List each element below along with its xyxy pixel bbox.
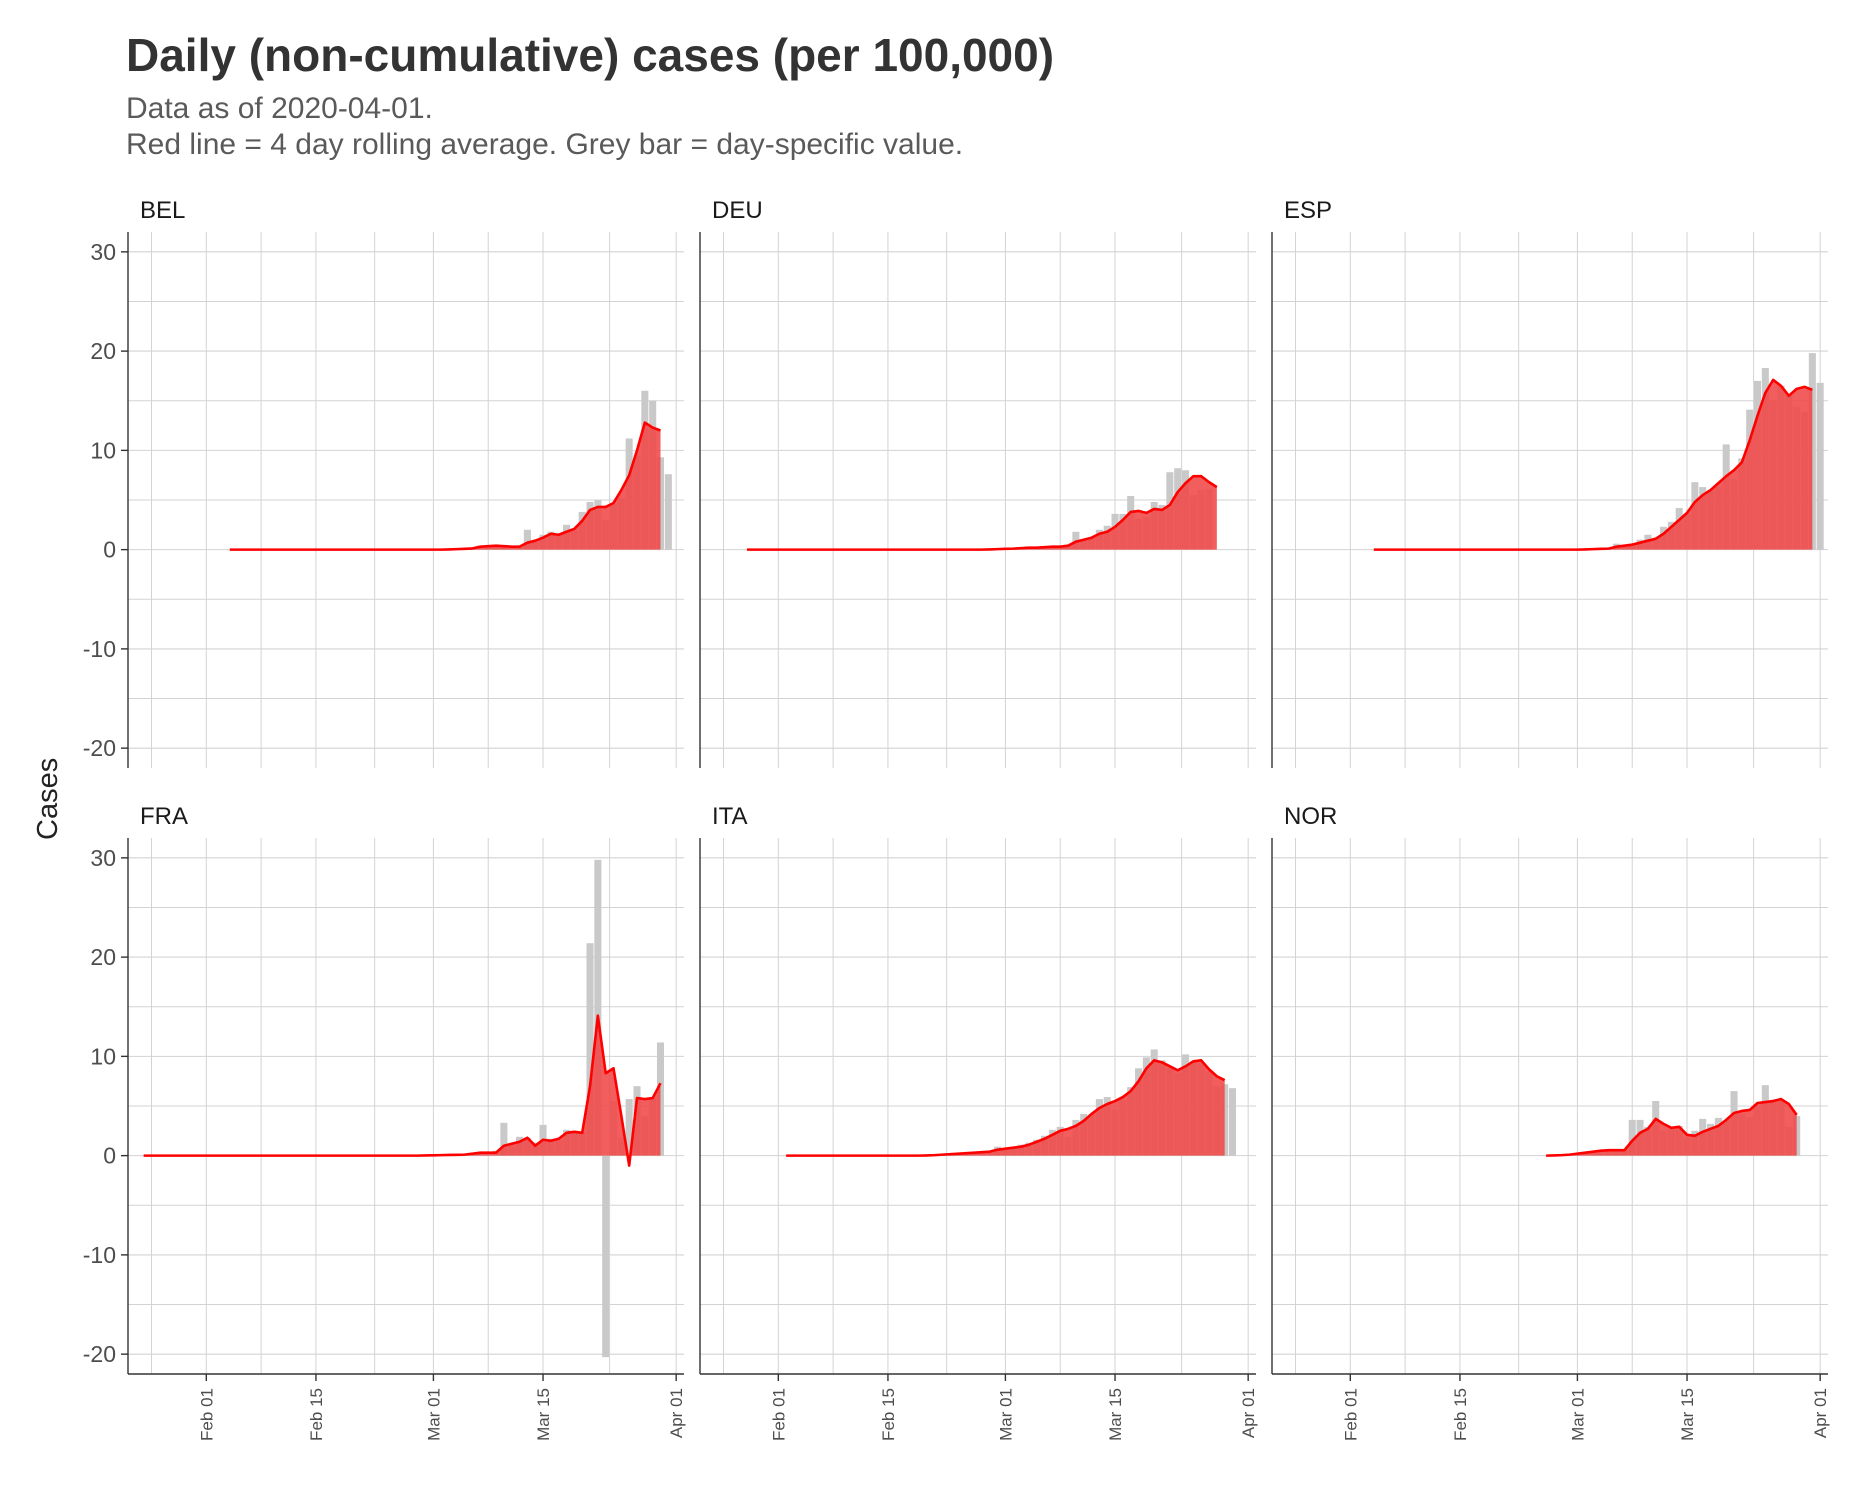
facet-panel-esp: ESP [1271, 197, 1828, 768]
y-tick-label: 10 [90, 1043, 116, 1069]
facet-label: ESP [1284, 197, 1332, 224]
data-bar [594, 859, 602, 1156]
data-bar [1542, 1155, 1550, 1157]
y-tick-label: 20 [90, 338, 116, 364]
y-tick-label: 0 [103, 1143, 116, 1169]
facet-label: ITA [712, 803, 748, 830]
x-tick-label: Apr 01 [1811, 1388, 1830, 1438]
y-tick-label: -10 [83, 636, 116, 662]
rolling-average-area [786, 1060, 1225, 1156]
y-tick-label: 30 [90, 239, 116, 265]
x-tick-label: Feb 01 [1341, 1388, 1360, 1441]
chart-subtitle-line-2: Red line = 4 day rolling average. Grey b… [126, 128, 964, 161]
facet-panel-deu: DEU [699, 197, 1256, 768]
x-tick-label: Feb 01 [769, 1388, 788, 1441]
y-tick-label: 0 [103, 537, 116, 563]
data-bar [1628, 1119, 1636, 1156]
facet-panel-nor: NOR Feb 01 Feb 15 Mar 01 Mar 15 Apr 01 [1271, 803, 1830, 1441]
rolling-average-area [746, 476, 1217, 550]
data-bar [664, 474, 672, 550]
x-tick-label: Mar 15 [1678, 1388, 1697, 1441]
data-bar [625, 1099, 633, 1156]
y-tick-label: 20 [90, 944, 116, 970]
y-tick-label: 30 [90, 845, 116, 871]
x-tick-label: Mar 01 [1568, 1388, 1587, 1441]
data-bar [656, 1042, 665, 1156]
rolling-average-area [1373, 379, 1813, 550]
facet-label: BEL [140, 197, 185, 224]
data-bar [656, 457, 665, 550]
rolling-average-line [229, 421, 661, 551]
data-bar [500, 1122, 508, 1156]
data-bar [523, 529, 531, 550]
facet-label: DEU [712, 197, 763, 224]
x-tick-label: Mar 01 [424, 1388, 443, 1441]
rolling-average-line [143, 1014, 662, 1167]
rolling-average-area [143, 1015, 661, 1166]
facet-panel-bel: BEL -20 -10 0 10 20 30 [83, 197, 684, 768]
x-tick-label: Apr 01 [667, 1388, 686, 1438]
rolling-average-line [1546, 1097, 1798, 1157]
data-bar [1228, 1088, 1237, 1156]
rolling-average-line [1373, 378, 1813, 551]
rolling-average-area [229, 422, 661, 550]
facet-panel-fra: FRA -20 -10 0 10 20 30 Feb 01 Feb 15 Mar 01 Mar 15… [83, 803, 686, 1441]
y-tick-label: -20 [83, 1341, 116, 1367]
chart-subtitle-line-1: Data as of 2020-04-01. [126, 92, 433, 125]
x-tick-label: Feb 15 [1451, 1388, 1470, 1441]
x-tick-label: Feb 15 [307, 1388, 326, 1441]
x-tick-label: Feb 01 [197, 1388, 216, 1441]
rolling-average-line [746, 474, 1218, 551]
y-tick-label: 10 [90, 437, 116, 463]
facet-panel-ita: ITA Feb 01 Feb 15 Mar 01 Mar 15 Apr 01 [699, 803, 1258, 1441]
data-bar [586, 943, 594, 1156]
chart-title: Daily (non-cumulative) cases (per 100,00… [126, 29, 1055, 81]
facet-label: NOR [1284, 803, 1337, 830]
facet-label: FRA [140, 803, 188, 830]
y-tick-label: -10 [83, 1242, 116, 1268]
data-bar [602, 1155, 610, 1358]
rolling-average-line [786, 1059, 1226, 1157]
data-bar [1816, 382, 1824, 550]
x-tick-label: Mar 15 [1106, 1388, 1125, 1441]
x-tick-label: Mar 01 [996, 1388, 1015, 1441]
x-tick-label: Feb 15 [879, 1388, 898, 1441]
x-tick-label: Apr 01 [1239, 1388, 1258, 1438]
y-tick-label: -20 [83, 735, 116, 761]
x-tick-label: Mar 15 [534, 1388, 553, 1441]
